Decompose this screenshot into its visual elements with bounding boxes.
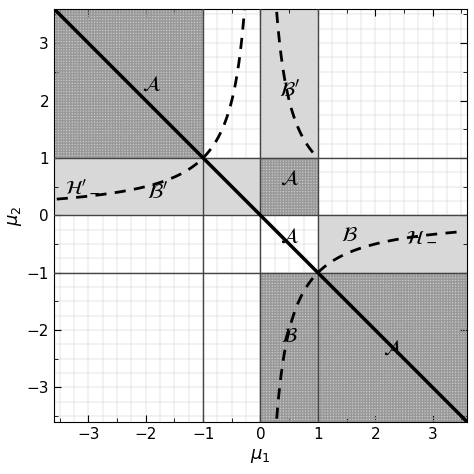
X-axis label: $\mu_1$: $\mu_1$ [250,447,271,465]
Bar [261,273,318,422]
Bar [261,158,318,215]
Text: $\mathcal{A}$: $\mathcal{A}$ [142,73,161,93]
Bar [54,158,261,215]
Bar [318,273,467,422]
Bar [261,9,318,158]
Y-axis label: $\mu_2$: $\mu_2$ [6,205,24,226]
Text: $\mathcal{H}_-$: $\mathcal{H}_-$ [406,226,437,245]
Bar [318,215,467,273]
Text: $\mathcal{H}'_-$: $\mathcal{H}'_-$ [65,177,100,196]
Bar [261,158,318,215]
Text: $\mathcal{B}'$: $\mathcal{B}'$ [279,78,300,100]
Text: $\mathcal{B}$: $\mathcal{B}$ [341,225,358,246]
Bar [54,9,203,158]
Text: $\mathcal{B}'$: $\mathcal{B}'$ [146,180,168,202]
Bar [261,273,318,422]
Text: $\mathcal{B}$: $\mathcal{B}$ [281,326,298,346]
Bar [318,273,467,422]
Bar [54,9,203,158]
Text: $\mathcal{A}$: $\mathcal{A}$ [280,225,299,246]
Text: $\mathcal{A}$: $\mathcal{A}$ [280,168,299,188]
Text: $\mathcal{A}$: $\mathcal{A}$ [383,337,402,357]
